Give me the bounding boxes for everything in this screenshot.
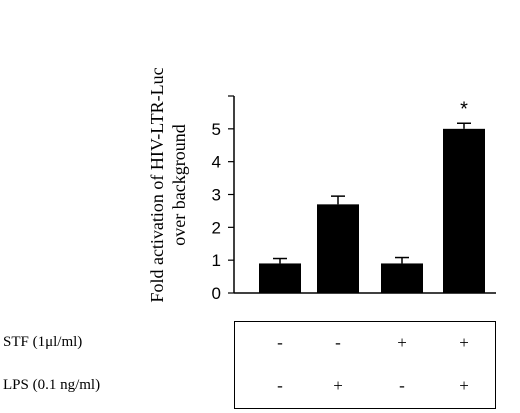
- y-tick-label: 1: [212, 251, 221, 270]
- stf-row-label: STF (1μl/ml): [3, 334, 83, 350]
- condition-mark: +: [397, 333, 407, 352]
- y-axis-label-line: Fold activation of HIV-LTR-Luc: [147, 67, 167, 302]
- y-axis-label-line: over background: [169, 124, 189, 245]
- condition-mark: +: [459, 376, 469, 395]
- y-axis-label: Fold activation of HIV-LTR-Luc over backg…: [147, 67, 189, 302]
- bar: [443, 128, 485, 293]
- condition-mark: -: [335, 333, 341, 352]
- significance-marker: *: [460, 98, 468, 120]
- condition-mark: -: [277, 376, 283, 395]
- y-tick-label: 2: [212, 218, 221, 237]
- bar: [381, 263, 423, 293]
- condition-mark: +: [459, 333, 469, 352]
- conditions-box: [234, 321, 496, 409]
- y-tick-label: 0: [212, 284, 221, 303]
- bar: [259, 263, 301, 293]
- y-tick-label: 3: [212, 186, 221, 205]
- bar-chart: 0 1 2 3 4 5 Fold activation of HIV-LTR-Luc over…: [147, 67, 496, 303]
- y-tick-label: 5: [212, 120, 221, 139]
- condition-mark: +: [333, 376, 343, 395]
- condition-mark: -: [399, 376, 405, 395]
- condition-mark: -: [277, 333, 283, 352]
- bar: [317, 204, 359, 293]
- y-tick-label: 4: [212, 153, 221, 172]
- lps-row-label: LPS (0.1 ng/ml): [3, 377, 101, 393]
